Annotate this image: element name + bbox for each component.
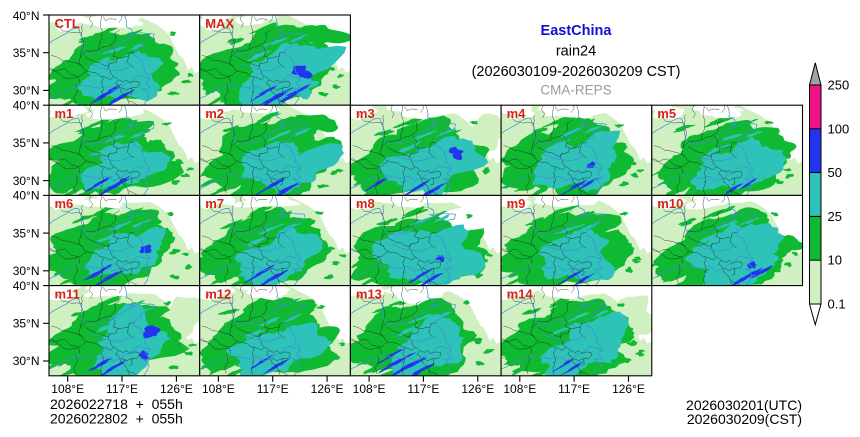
svg-text:117°E: 117°E	[558, 382, 590, 396]
svg-text:40°N: 40°N	[13, 279, 40, 293]
svg-text:35°N: 35°N	[13, 136, 40, 150]
svg-text:108°E: 108°E	[503, 382, 536, 396]
svg-text:35°N: 35°N	[13, 317, 40, 331]
svg-text:108°E: 108°E	[202, 382, 235, 396]
svg-text:30°N: 30°N	[13, 264, 40, 278]
svg-text:m8: m8	[356, 196, 375, 211]
svg-text:126°E: 126°E	[612, 382, 645, 396]
svg-text:(2026030109-2026030209 CST): (2026030109-2026030209 CST)	[472, 64, 681, 80]
svg-text:126°E: 126°E	[160, 382, 193, 396]
svg-text:m13: m13	[356, 286, 382, 301]
svg-text:rain24: rain24	[556, 44, 596, 60]
svg-text:50: 50	[828, 165, 842, 180]
svg-text:126°E: 126°E	[311, 382, 344, 396]
svg-text:40°N: 40°N	[13, 9, 40, 23]
svg-text:10: 10	[828, 253, 842, 268]
svg-text:25: 25	[828, 209, 842, 224]
svg-text:30°N: 30°N	[13, 174, 40, 188]
svg-text:35°N: 35°N	[13, 46, 40, 60]
svg-text:35°N: 35°N	[13, 226, 40, 240]
svg-text:126°E: 126°E	[461, 382, 494, 396]
svg-text:CMA-REPS: CMA-REPS	[540, 83, 611, 98]
svg-text:2026030201(UTC): 2026030201(UTC)	[686, 397, 802, 413]
svg-text:MAX: MAX	[205, 16, 234, 31]
svg-text:m1: m1	[55, 106, 74, 121]
svg-text:100: 100	[828, 121, 850, 136]
svg-text:108°E: 108°E	[353, 382, 386, 396]
svg-text:m2: m2	[205, 106, 224, 121]
svg-text:m3: m3	[356, 106, 375, 121]
svg-text:m5: m5	[657, 106, 676, 121]
svg-text:m14: m14	[507, 286, 534, 301]
svg-text:117°E: 117°E	[257, 382, 289, 396]
svg-text:m7: m7	[205, 196, 224, 211]
svg-text:2026022718 + 055h: 2026022718 + 055h	[50, 396, 183, 412]
svg-text:117°E: 117°E	[407, 382, 439, 396]
svg-text:2026030209(CST): 2026030209(CST)	[687, 411, 802, 427]
svg-text:30°N: 30°N	[13, 354, 40, 368]
svg-text:m4: m4	[507, 106, 527, 121]
svg-text:2026022802 + 055h: 2026022802 + 055h	[50, 411, 183, 427]
svg-text:117°E: 117°E	[106, 382, 138, 396]
svg-text:m10: m10	[657, 196, 683, 211]
svg-text:CTL: CTL	[55, 16, 80, 31]
svg-text:EastChina: EastChina	[541, 23, 613, 39]
svg-text:250: 250	[828, 78, 850, 93]
svg-text:0.1: 0.1	[828, 297, 846, 312]
svg-text:m6: m6	[55, 196, 74, 211]
svg-text:40°N: 40°N	[13, 98, 40, 112]
svg-text:m11: m11	[55, 286, 80, 301]
svg-text:40°N: 40°N	[13, 189, 40, 203]
svg-text:m9: m9	[507, 196, 526, 211]
svg-text:108°E: 108°E	[51, 382, 84, 396]
svg-text:m12: m12	[205, 286, 231, 301]
svg-text:30°N: 30°N	[13, 84, 40, 98]
